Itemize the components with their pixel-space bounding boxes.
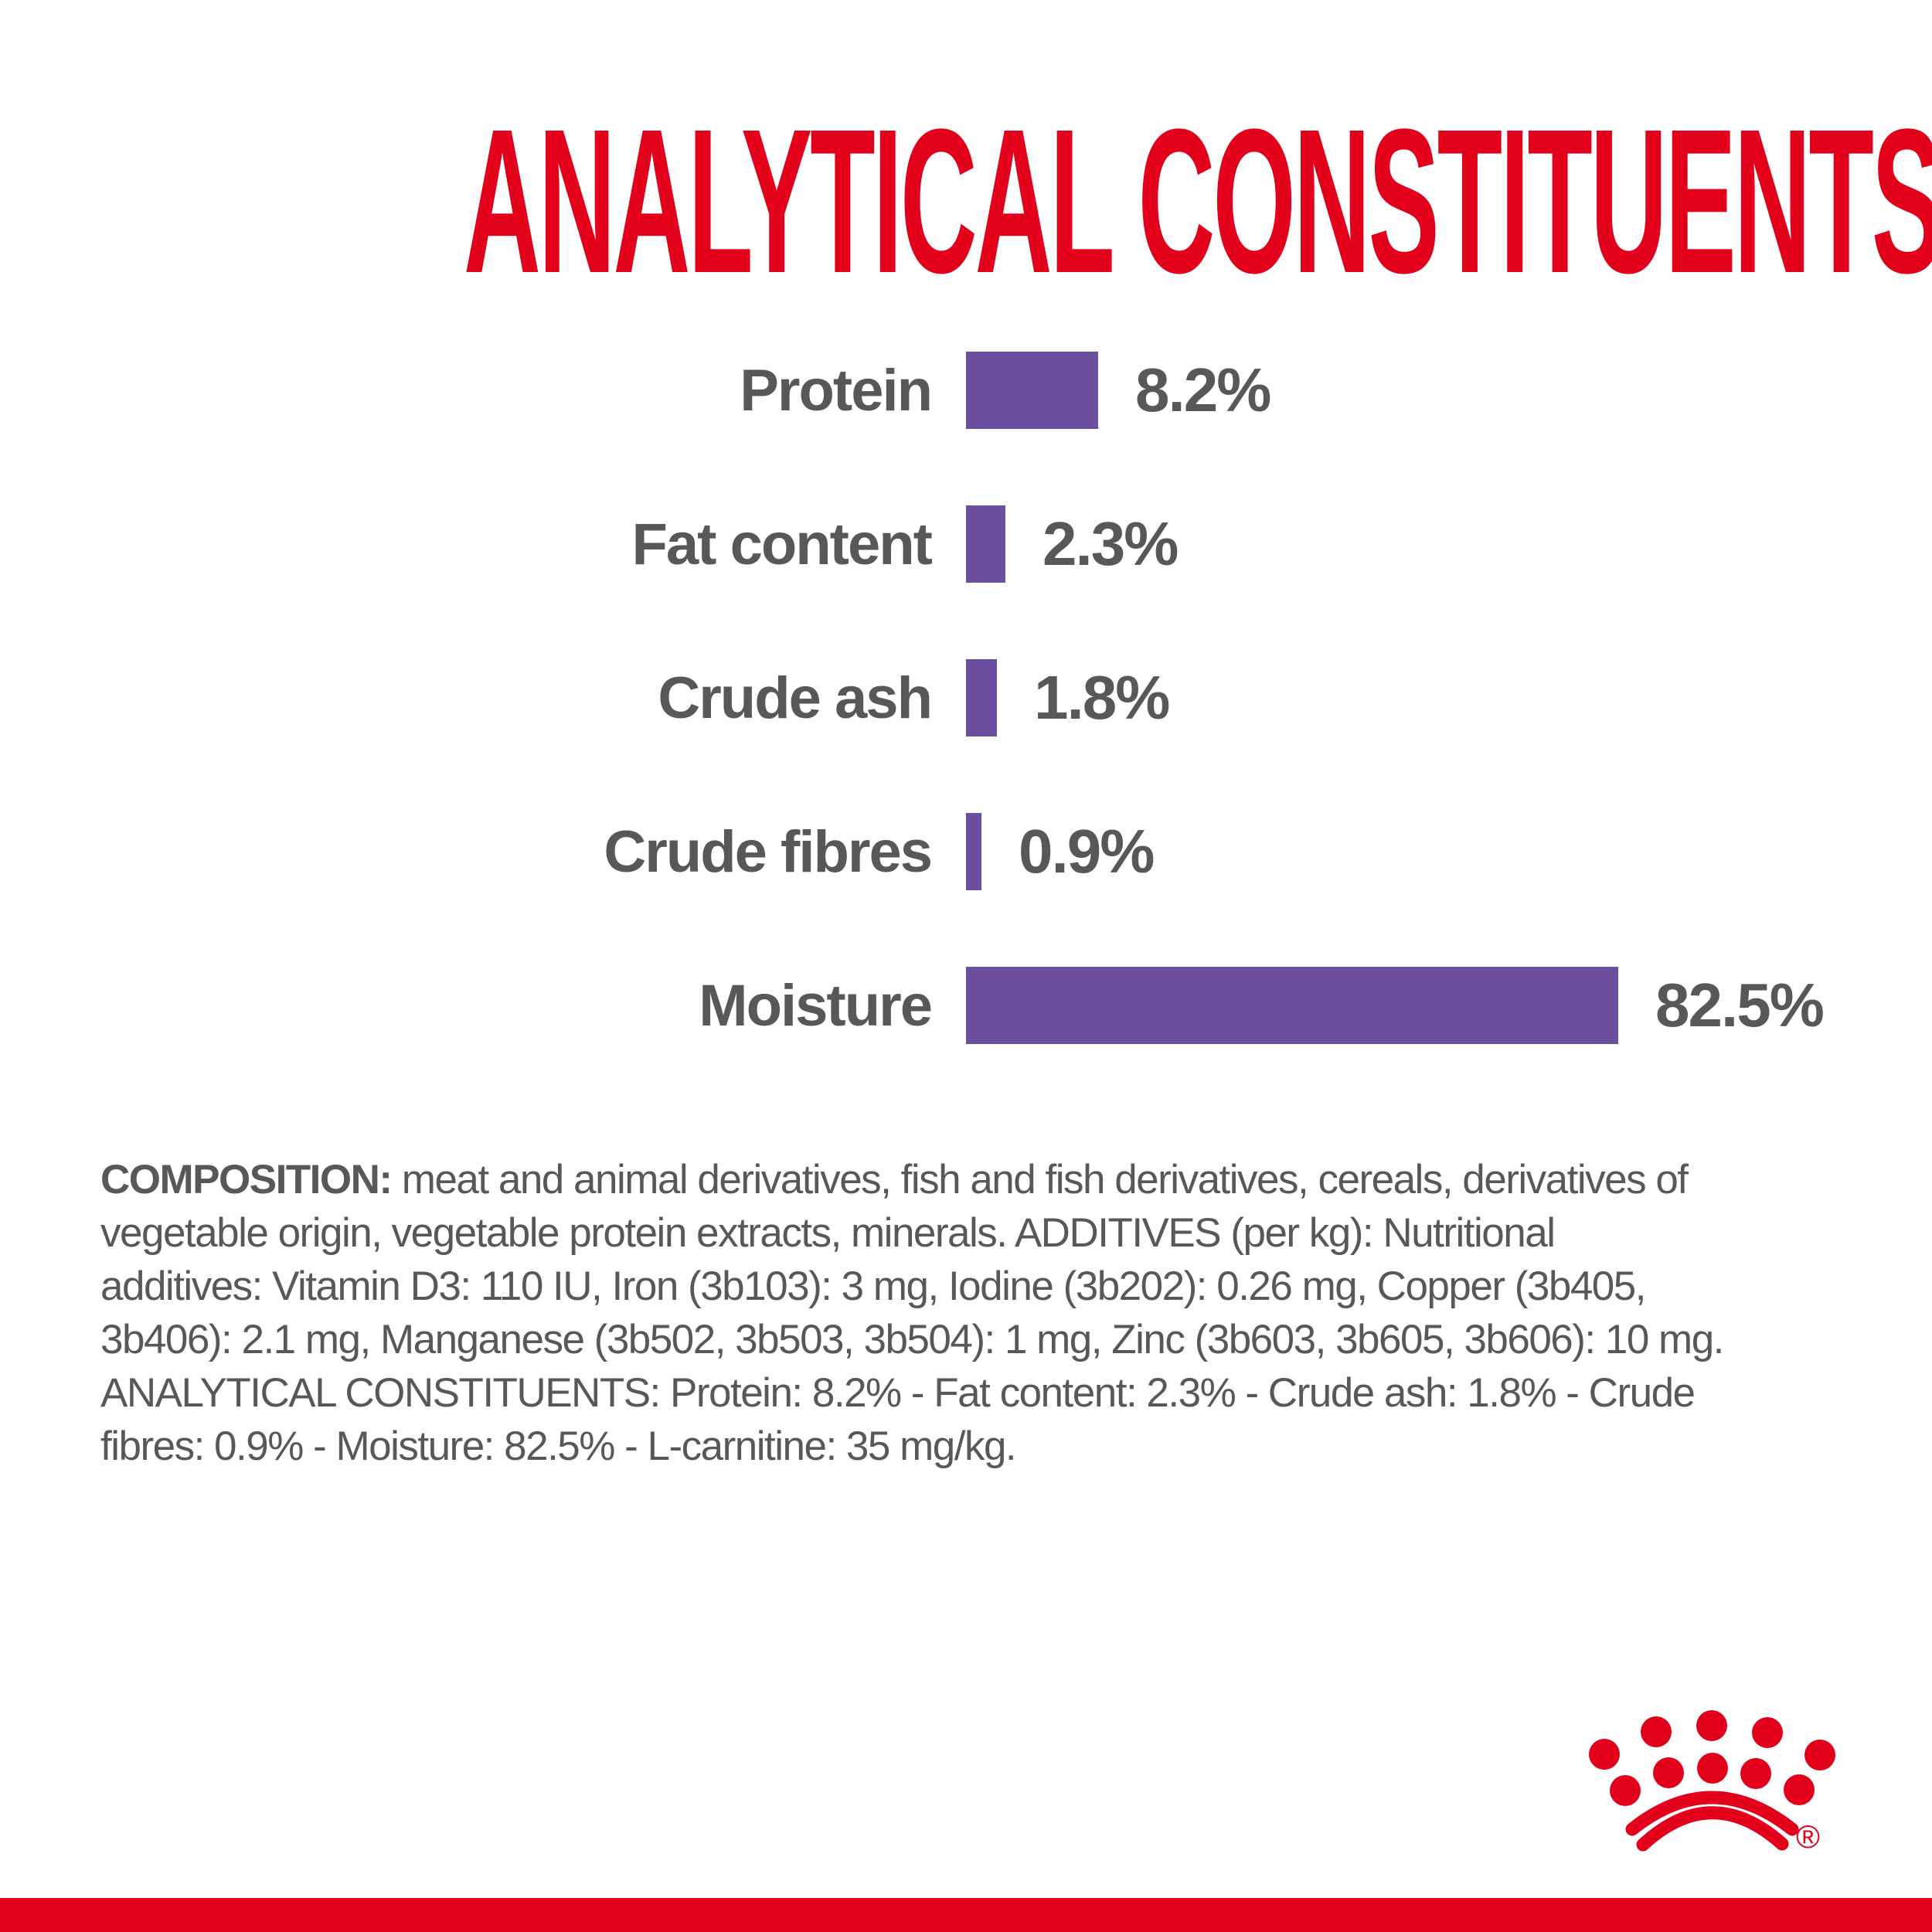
bar-label: Protein: [740, 357, 933, 423]
registered-trademark-icon: ®: [1796, 1818, 1820, 1855]
bar: [966, 813, 981, 890]
composition-line: ANALYTICAL CONSTITUENTS: Protein: 8.2% -…: [100, 1370, 1696, 1416]
table-row: Crude ash 1.8%: [0, 659, 1823, 736]
page-title: ANALYTICAL CONSTITUENTS: [464, 87, 1932, 316]
bar-label: Crude ash: [658, 665, 933, 731]
composition-line: vegetable origin, vegetable protein extr…: [100, 1210, 1556, 1256]
table-row: Moisture 82.5%: [0, 967, 1825, 1044]
royal-canin-crown-logo: ®: [1583, 1673, 1845, 1870]
bar-label: Crude fibres: [604, 818, 933, 885]
table-row: Crude fibres 0.9%: [0, 813, 1823, 890]
footer-red-bar: [0, 1898, 1932, 1932]
composition-heading: COMPOSITION:: [100, 1157, 393, 1202]
bar-value: 1.8%: [1034, 663, 1170, 732]
bar-value: 8.2%: [1135, 355, 1271, 424]
composition-line: COMPOSITION: meat and animal derivatives…: [100, 1153, 1723, 1206]
bar: [966, 505, 1005, 583]
bar: [966, 967, 1618, 1044]
bar-value: 82.5%: [1655, 971, 1825, 1039]
composition-line: fibres: 0.9% - Moisture: 82.5% - L-carni…: [100, 1423, 1017, 1469]
analytical-constituents-chart: Protein 8.2% Fat content 2.3% Crude ash …: [0, 352, 1825, 1044]
bar: [966, 659, 997, 736]
table-row: Protein 8.2%: [0, 352, 1823, 429]
bar-value: 2.3%: [1043, 509, 1179, 578]
composition-text: meat and animal derivatives, fish and fi…: [401, 1157, 1689, 1202]
crown-icon: ®: [1589, 1710, 1835, 1855]
bar-value: 0.9%: [1019, 817, 1155, 886]
composition-line: additives: Vitamin D3: 110 IU, Iron (3b1…: [100, 1264, 1646, 1309]
composition-line: 3b406): 2.1 mg, Manganese (3b502, 3b503,…: [100, 1317, 1724, 1362]
bar-label: Fat content: [631, 511, 933, 577]
table-row: Fat content 2.3%: [0, 505, 1823, 583]
bar-label: Moisture: [699, 972, 933, 1039]
composition-paragraph: COMPOSITION: meat and animal derivatives…: [100, 1153, 1724, 1473]
bar: [966, 352, 1098, 429]
